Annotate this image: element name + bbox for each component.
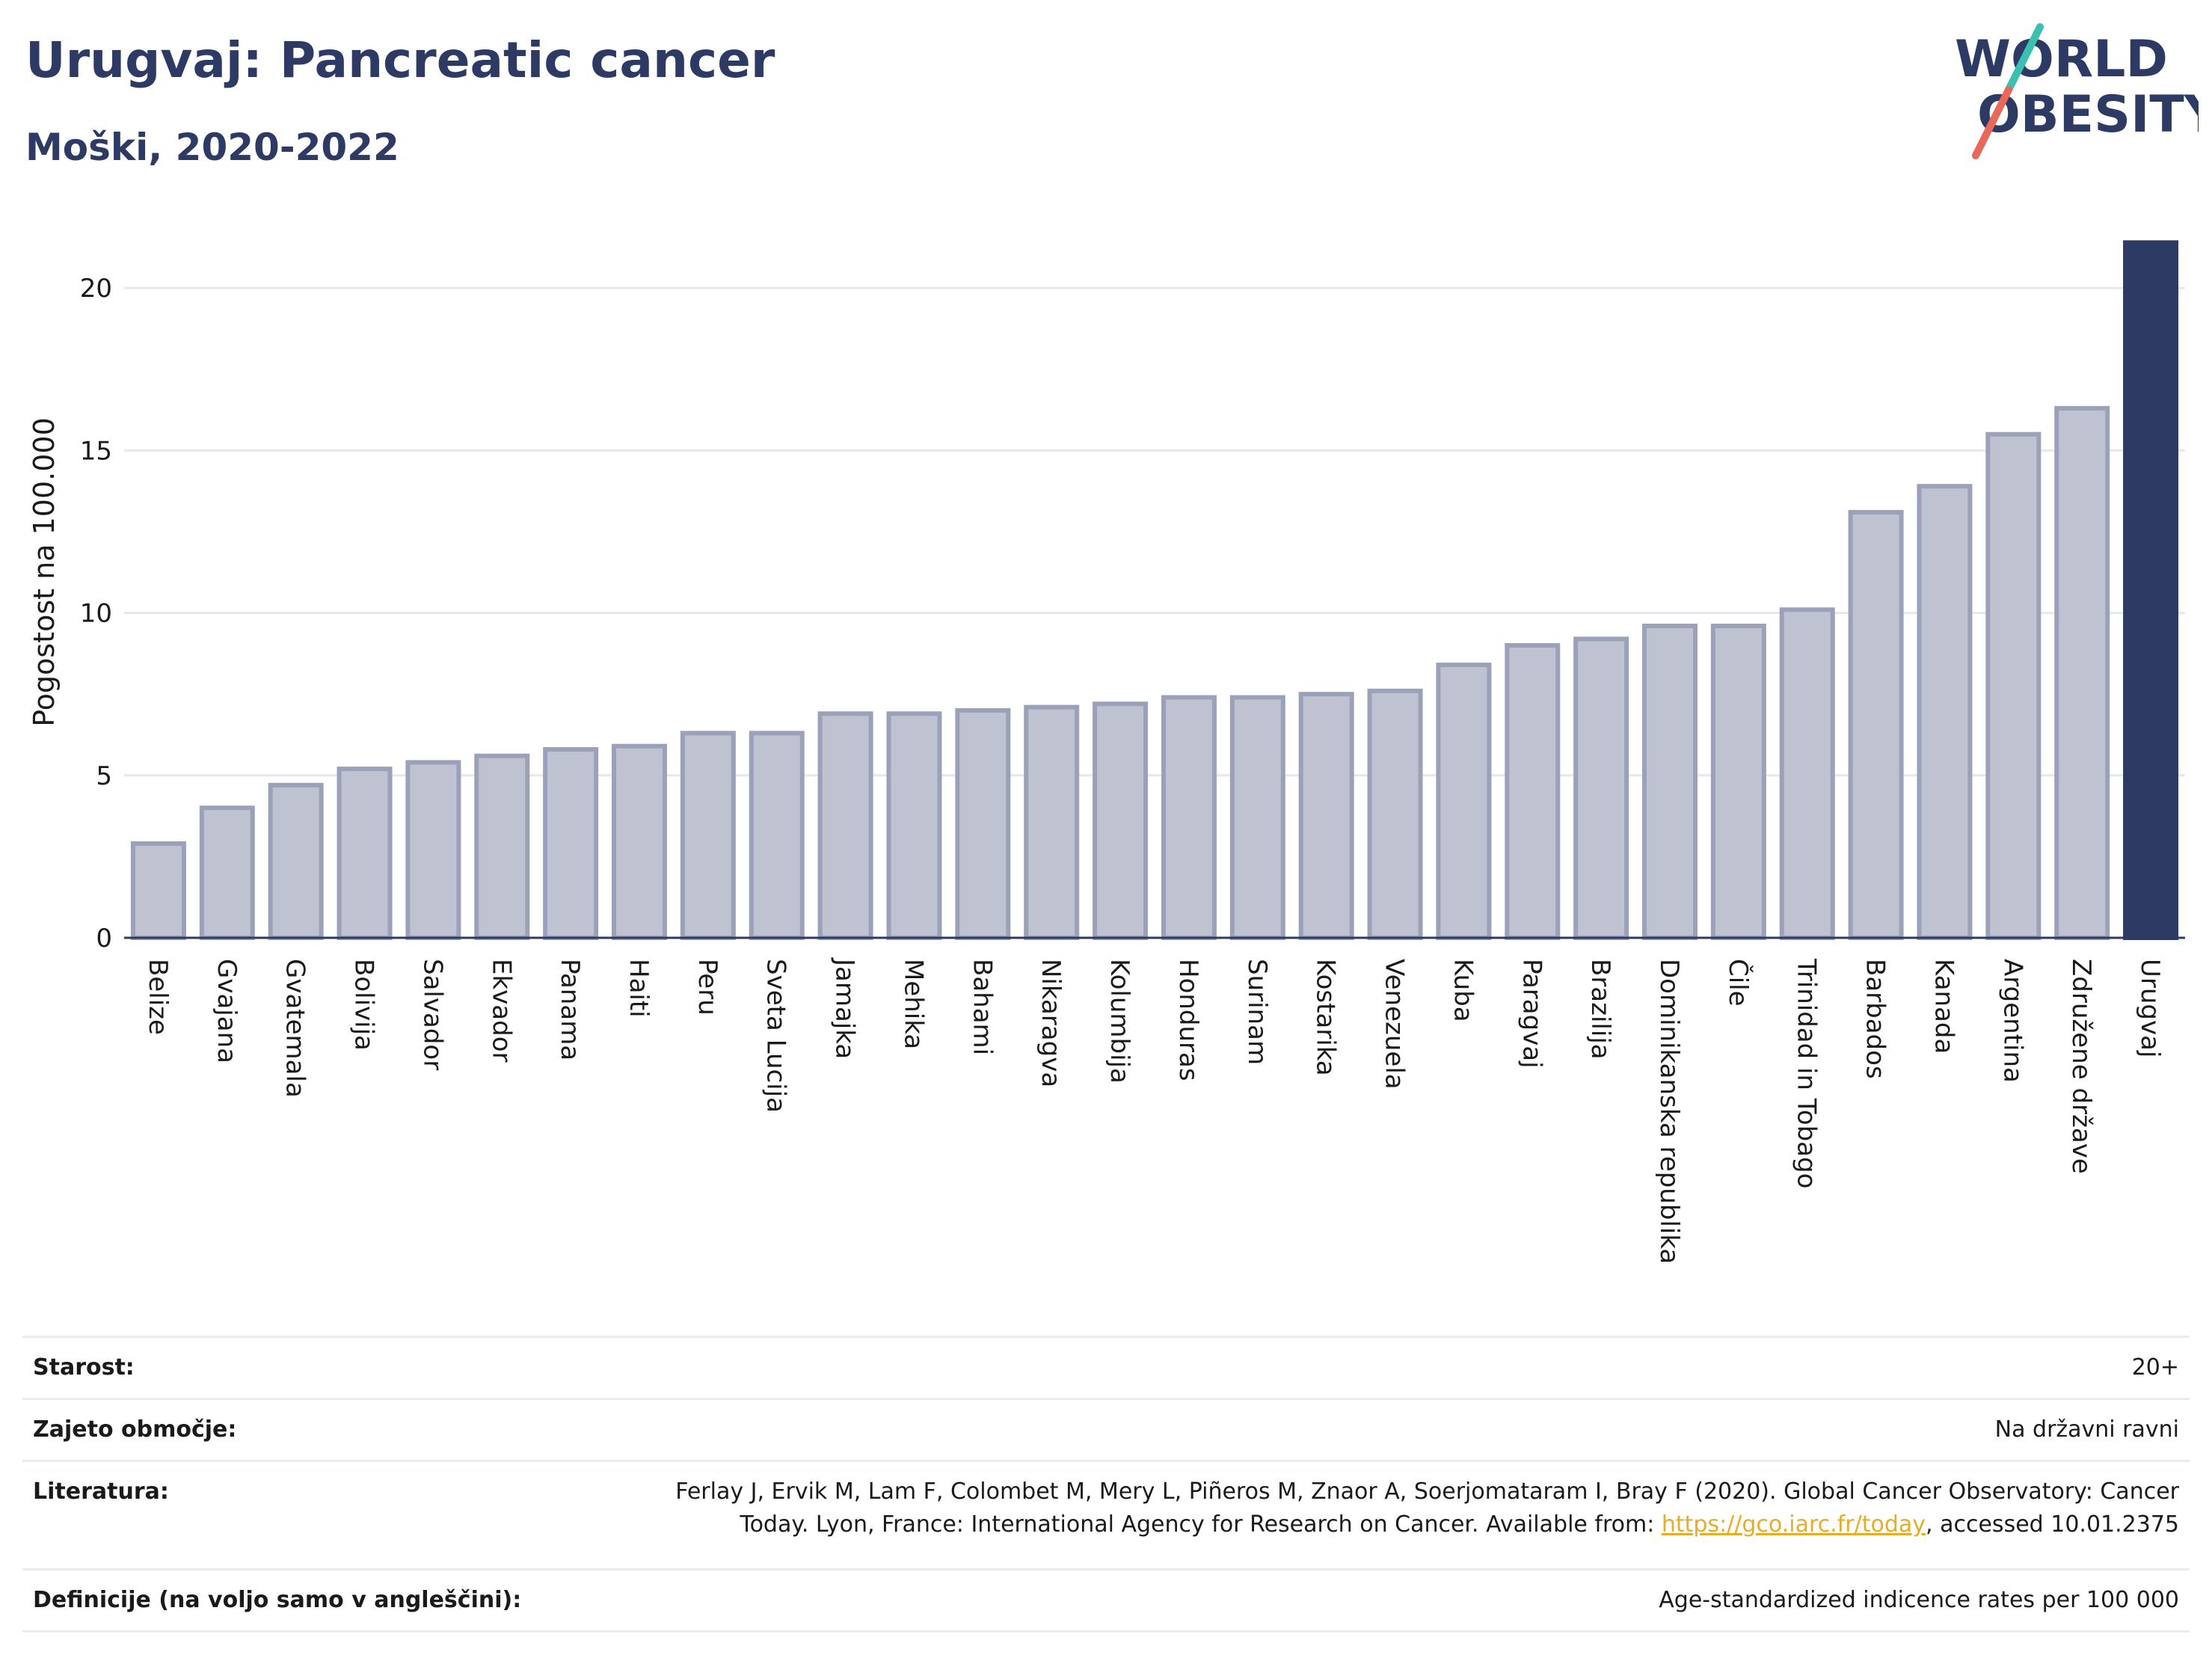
logo-line1: WORLD <box>1955 30 2168 89</box>
x-tick-label: Dominikanska republika <box>1654 959 1684 1264</box>
bar-haiti[interactable] <box>612 743 667 940</box>
x-tick-labels: Belize Gvajana Gvatemala Bolivija Salvador Ek… <box>143 957 2165 1264</box>
bar-združene-države[interactable] <box>2054 405 2110 940</box>
reference-label: Literatura: <box>22 1460 567 1570</box>
bar-dominikanska-republika[interactable] <box>1642 623 1698 940</box>
bar-ekvador[interactable] <box>474 753 530 940</box>
reference-line2-text: Today. Lyon, France: International Agenc… <box>740 1511 1662 1538</box>
age-label: Starost: <box>22 1336 567 1400</box>
x-tick-label: Panama <box>555 959 585 1060</box>
bars <box>130 240 2179 941</box>
coverage-value: Na državni ravni <box>567 1398 2190 1462</box>
bar-sveta-lucija[interactable] <box>749 731 805 940</box>
age-value: 20+ <box>567 1336 2190 1400</box>
x-tick-label: Gvatemala <box>280 959 310 1098</box>
page-title: Urugvaj: Pancreatic cancer <box>25 31 775 89</box>
info-row-coverage: Zajeto območje: Na državni ravni <box>22 1398 2190 1462</box>
x-tick-label: Bolivija <box>349 959 379 1051</box>
x-tick-label: Gvajana <box>212 959 242 1063</box>
y-tick-label: 0 <box>96 924 112 954</box>
x-tick-label: Honduras <box>1173 959 1203 1081</box>
bar-urugvaj[interactable] <box>2123 240 2179 940</box>
x-tick-label: Peru <box>692 959 722 1016</box>
y-tick-label: 5 <box>96 761 112 791</box>
bar-kolumbija[interactable] <box>1093 701 1149 941</box>
bar-belize[interactable] <box>130 841 186 940</box>
logo-slash-top <box>2005 23 2044 93</box>
x-tick-label: Združene države <box>2066 959 2096 1174</box>
x-tick-label: Belize <box>143 959 173 1035</box>
bar-barbados[interactable] <box>1848 509 1904 940</box>
x-tick-label: Mehika <box>898 959 928 1049</box>
definitions-value: Age-standardized indicence rates per 100… <box>567 1568 2190 1633</box>
bar-bolivija[interactable] <box>337 767 393 940</box>
reference-value: Ferlay J, Ervik M, Lam F, Colombet M, Me… <box>567 1460 2190 1570</box>
reference-accessed: , accessed 10.01.2375 <box>1926 1511 2179 1538</box>
reference-line2: Today. Lyon, France: International Agenc… <box>577 1508 2179 1541</box>
bar-honduras[interactable] <box>1161 695 1217 940</box>
x-tick-label: Jamajka <box>830 957 860 1059</box>
info-row-definitions: Definicije (na voljo samo v angleščini):… <box>22 1568 2190 1633</box>
info-table: Starost: 20+ Zajeto območje: Na državni … <box>22 1336 2190 1633</box>
info-row-age: Starost: 20+ <box>22 1336 2190 1400</box>
bar-nikaragva[interactable] <box>1024 704 1080 940</box>
bar-gvatemala[interactable] <box>268 782 324 940</box>
reference-link[interactable]: https://gco.iarc.fr/today <box>1661 1511 1926 1538</box>
bar-venezuela[interactable] <box>1367 688 1423 940</box>
y-tick-label: 20 <box>80 274 112 304</box>
y-tick-label: 15 <box>80 436 112 466</box>
x-tick-label: Sveta Lucija <box>761 959 791 1113</box>
x-tick-label: Barbados <box>1861 959 1890 1079</box>
y-axis-label: Pogostost na 100.000 <box>28 417 61 727</box>
x-tick-label: Argentina <box>1997 959 2027 1083</box>
x-tick-label: Kuba <box>1448 959 1478 1022</box>
bar-kanada[interactable] <box>1917 484 1973 940</box>
bar-mehika[interactable] <box>886 711 942 940</box>
bar-salvador[interactable] <box>405 760 461 940</box>
x-tick-label: Salvador <box>417 959 447 1070</box>
world-obesity-logo: WORLD OBESITY <box>1955 23 2199 159</box>
x-tick-label: Kolumbija <box>1105 959 1134 1084</box>
bar-gvajana[interactable] <box>199 805 255 940</box>
bar-panama[interactable] <box>543 747 599 941</box>
coverage-label: Zajeto območje: <box>22 1398 567 1462</box>
bar-čile[interactable] <box>1710 623 1766 940</box>
bar-brazilija[interactable] <box>1573 636 1629 941</box>
bar-trinidad-in-tobago[interactable] <box>1779 607 1835 940</box>
x-tick-label: Trinidad in Tobago <box>1792 958 1822 1188</box>
info-row-reference: Literatura: Ferlay J, Ervik M, Lam F, Co… <box>22 1460 2190 1570</box>
logo-line2: OBESITY <box>1977 85 2199 144</box>
bar-surinam[interactable] <box>1229 695 1285 940</box>
bar-jamajka[interactable] <box>817 711 873 940</box>
x-tick-label: Bahami <box>967 959 997 1055</box>
bar-kuba[interactable] <box>1436 663 1492 940</box>
x-tick-label: Paragvaj <box>1517 959 1546 1069</box>
bar-bahami[interactable] <box>955 707 1011 940</box>
x-tick-label: Haiti <box>624 959 654 1018</box>
reference-line1: Ferlay J, Ervik M, Lam F, Colombet M, Me… <box>675 1479 2179 1505</box>
x-tick-label: Urugvaj <box>2135 959 2165 1057</box>
logo-slash-bottom <box>1972 86 2012 159</box>
x-tick-label: Kostarika <box>1311 959 1341 1076</box>
x-tick-label: Kanada <box>1929 959 1958 1054</box>
bar-chart: 0 5 10 15 20 Belize Gvajana Gvatemala Bolivija S… <box>28 240 2185 1264</box>
x-tick-label: Nikaragva <box>1036 959 1066 1087</box>
definitions-label: Definicije (na voljo samo v angleščini): <box>22 1568 567 1633</box>
grid-lines <box>124 286 2185 777</box>
x-tick-label: Brazilija <box>1585 959 1615 1060</box>
x-tick-label: Surinam <box>1242 959 1272 1065</box>
y-tick-label: 10 <box>80 599 112 629</box>
y-tick-labels: 0 5 10 15 20 <box>80 274 112 954</box>
bar-peru[interactable] <box>680 731 736 940</box>
x-tick-label: Čile <box>1723 959 1754 1007</box>
bar-kostarika[interactable] <box>1298 692 1354 940</box>
x-tick-label: Venezuela <box>1380 959 1410 1090</box>
bar-paragvaj[interactable] <box>1505 643 1561 940</box>
bar-argentina[interactable] <box>1985 432 2042 940</box>
page-subtitle: Moški, 2020-2022 <box>25 126 399 169</box>
x-tick-label: Ekvador <box>486 959 516 1063</box>
